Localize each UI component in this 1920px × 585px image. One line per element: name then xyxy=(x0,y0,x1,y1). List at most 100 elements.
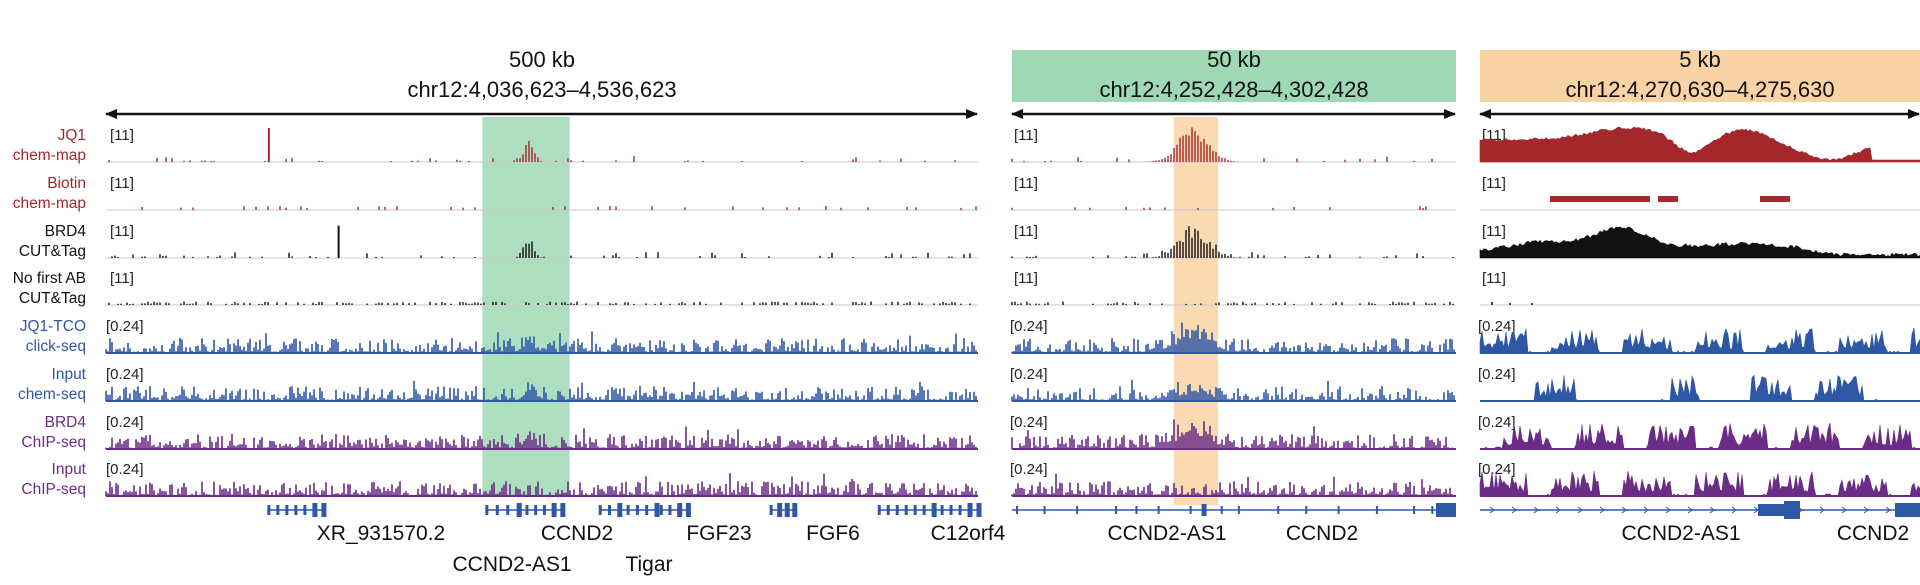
track-scale-label: [11] xyxy=(110,223,134,240)
gene-exon xyxy=(534,505,538,515)
track-label-line: CUT&Tag xyxy=(19,290,86,307)
signal-bars xyxy=(1011,379,1455,401)
gene-label: CCND2-AS1 xyxy=(1107,522,1226,545)
signal-area xyxy=(1479,226,1920,259)
signal-track: [11] xyxy=(106,270,978,306)
gene-exon xyxy=(598,505,602,515)
gene-exon xyxy=(659,505,663,515)
track-scale-label: [11] xyxy=(110,270,134,287)
track-label-line: JQ1 xyxy=(58,127,86,144)
track-scale-label: [0.24] xyxy=(1010,414,1048,431)
gene-exon xyxy=(1220,506,1223,514)
gene-exon xyxy=(976,503,982,517)
gene-exon xyxy=(1305,506,1308,514)
track-label-line: ChIP-seq xyxy=(21,434,86,451)
gene-exon xyxy=(668,505,672,515)
signal-area xyxy=(1479,471,1920,497)
gene-exon xyxy=(285,505,289,515)
track-label-line: BRD4 xyxy=(45,414,87,431)
panel-header-background xyxy=(1012,50,1456,102)
gene-exon xyxy=(1189,506,1192,514)
gene-exon xyxy=(1201,504,1207,516)
gene-exon xyxy=(654,503,660,517)
signal-area xyxy=(1480,422,1920,450)
gene-exon xyxy=(1043,506,1046,514)
signal-track: [11] xyxy=(1011,270,1456,306)
strand-arrow xyxy=(1577,506,1583,514)
track-scale-label: [11] xyxy=(1014,270,1038,287)
signal-track: [0.24] xyxy=(105,366,978,402)
track-scale-label: [0.24] xyxy=(1010,318,1048,335)
gene-exon xyxy=(777,503,783,517)
signal-bars xyxy=(1011,322,1455,353)
strand-arrow xyxy=(1511,506,1517,514)
track-label-line: chem-map xyxy=(13,147,86,164)
track-scale-label: [0.24] xyxy=(106,318,144,335)
gene-exon xyxy=(1375,506,1378,514)
track-label-line: chem-seq xyxy=(18,386,86,403)
highlight-region xyxy=(482,117,570,497)
signal-bars xyxy=(105,380,977,401)
track-label-line: ChIP-seq xyxy=(21,481,86,498)
panel-header-layer: 500 kb chr12:4,036,623–4,536,623 50 kb chr1… xyxy=(105,47,1920,119)
gene-exon xyxy=(1277,506,1280,514)
track-scale-label: [11] xyxy=(110,175,134,192)
gene-exon xyxy=(1115,506,1118,514)
gene-exon xyxy=(940,505,944,515)
strand-arrow xyxy=(1863,506,1869,514)
signal-block xyxy=(1610,196,1650,202)
track-scale-label: [0.24] xyxy=(106,461,144,478)
signal-block xyxy=(1550,196,1610,202)
gene-exon xyxy=(1135,506,1138,514)
signal-track: [0.24] xyxy=(1478,461,1920,497)
panel-span-label: 500 kb xyxy=(509,47,575,72)
gene-annotation-layer: XR_931570.2 CCND2-AS1 CCND2 Tigar FGF23 FGF6 C… xyxy=(267,501,1920,576)
panel-region-label: chr12:4,270,630–4,275,630 xyxy=(1565,77,1834,102)
gene-exon xyxy=(1784,501,1800,519)
track-scale-label: [0.24] xyxy=(1478,461,1516,478)
gene-exon xyxy=(485,505,489,515)
track-scale-label: [0.24] xyxy=(1478,414,1516,431)
gene-exon xyxy=(949,505,953,515)
gene-label: CCND2 xyxy=(1837,522,1909,545)
strand-arrow xyxy=(1665,506,1671,514)
signal-bars xyxy=(1011,301,1454,305)
gene-label: CCND2 xyxy=(541,522,613,545)
gene-exon xyxy=(1157,506,1160,514)
track-scale-label: [0.24] xyxy=(1478,318,1516,335)
signal-bars xyxy=(1011,206,1427,210)
signal-track: [11] xyxy=(1011,223,1456,259)
strand-arrow xyxy=(1555,506,1561,514)
track-scale-label: [0.24] xyxy=(1010,461,1048,478)
gene-track: CCND2-AS1 CCND2 xyxy=(1480,501,1920,545)
gene-exon xyxy=(1337,506,1340,514)
track-scale-label: [11] xyxy=(1014,223,1038,240)
track-scale-label: [0.24] xyxy=(106,366,144,383)
track-label-line: chem-map xyxy=(13,195,86,212)
gene-exon xyxy=(1413,506,1416,514)
signal-bars xyxy=(141,206,977,210)
signal-track: [0.24] xyxy=(1478,414,1920,450)
panel-span-label: 5 kb xyxy=(1679,47,1721,72)
signal-track: [11] xyxy=(1479,223,1920,259)
signal-area xyxy=(1479,126,1920,163)
gene-exon xyxy=(276,505,280,515)
signal-block xyxy=(1658,196,1678,202)
signal-track: [0.24] xyxy=(1478,318,1920,354)
strand-arrow xyxy=(1621,506,1627,514)
gene-exon xyxy=(495,505,499,515)
track-scale-label: [11] xyxy=(1482,175,1506,192)
gene-exon xyxy=(958,505,962,515)
gene-exon xyxy=(877,505,881,515)
gene-exon xyxy=(617,503,623,517)
signal-track: [0.24] xyxy=(105,461,978,497)
signal-bars xyxy=(1011,473,1455,496)
gene-track: XR_931570.2 CCND2-AS1 CCND2 Tigar FGF23 FGF6 C… xyxy=(267,503,1006,576)
signal-track: [0.24] xyxy=(1010,318,1456,354)
signal-track: [11] xyxy=(106,175,978,211)
gene-label: Tigar xyxy=(625,553,672,576)
gene-exon xyxy=(516,505,520,515)
signal-block xyxy=(1760,196,1790,202)
panel-region-label: chr12:4,036,623–4,536,623 xyxy=(407,77,676,102)
